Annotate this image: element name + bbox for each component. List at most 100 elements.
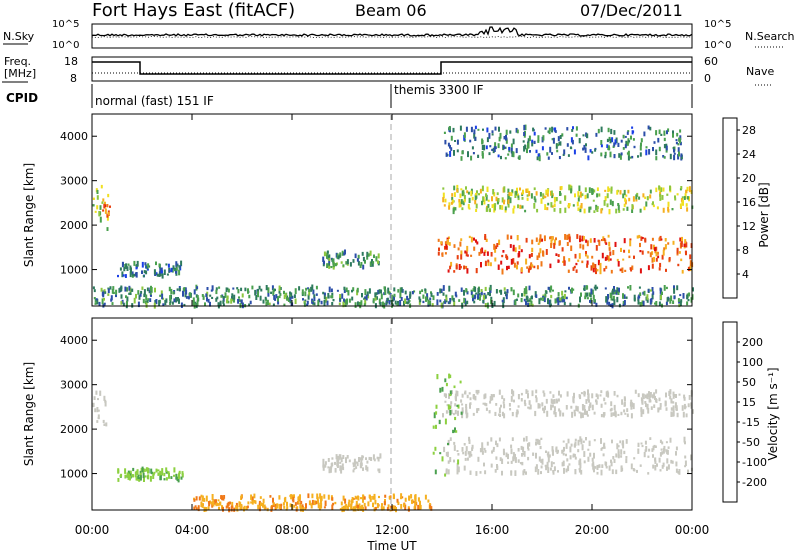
data-cell (531, 139, 534, 143)
data-cell (215, 297, 218, 302)
data-cell (545, 249, 548, 255)
data-cell (456, 450, 459, 452)
data-cell (343, 289, 346, 293)
data-cell (563, 446, 565, 452)
data-cell (528, 190, 531, 197)
data-cell (210, 501, 213, 505)
data-cell (495, 196, 498, 202)
data-cell (671, 460, 674, 464)
data-cell (533, 203, 536, 209)
data-cell (507, 453, 509, 460)
data-cell (585, 132, 588, 137)
data-cell (607, 127, 610, 133)
data-cell (687, 299, 690, 302)
data-cell (587, 389, 589, 396)
data-cell (631, 126, 634, 129)
data-cell (534, 198, 537, 203)
data-cell (462, 200, 465, 206)
data-cell (557, 254, 560, 257)
data-cell (323, 292, 326, 296)
data-cell (611, 298, 614, 301)
data-cell (593, 210, 596, 213)
data-cell (471, 146, 474, 150)
date-label: 07/Dec/2011 (580, 1, 683, 20)
data-cell (438, 419, 441, 425)
data-cell (411, 291, 414, 295)
data-cell (528, 254, 531, 259)
data-cell (614, 410, 617, 417)
data-cell (98, 301, 101, 307)
data-cell (589, 293, 592, 298)
data-cell (461, 447, 464, 452)
data-cell (328, 468, 331, 474)
data-cell (572, 204, 575, 207)
data-cell (347, 502, 350, 507)
data-cell (627, 286, 629, 289)
data-cell (447, 442, 449, 446)
data-cell (339, 465, 342, 471)
data-cell (542, 407, 544, 411)
data-cell (517, 448, 520, 452)
data-cell (372, 454, 375, 460)
data-cell (496, 443, 499, 448)
data-cell (107, 212, 110, 216)
data-cell (468, 392, 471, 395)
data-cell (616, 287, 619, 293)
data-cell (504, 146, 507, 149)
data-cell (202, 295, 205, 300)
data-cell (641, 237, 644, 240)
data-cell (95, 298, 98, 301)
data-cell (545, 398, 548, 404)
data-cell (311, 499, 314, 506)
y-tick-label: 3000 (60, 175, 88, 188)
data-cell (504, 209, 507, 213)
data-cell (655, 187, 658, 193)
data-cell (557, 449, 559, 453)
data-cell (276, 503, 279, 509)
data-cell (128, 292, 131, 295)
data-cell (167, 263, 170, 268)
data-cell (401, 496, 404, 499)
data-cell (593, 439, 596, 442)
data-cell (490, 252, 493, 257)
data-cell (647, 472, 650, 475)
data-cell (447, 142, 450, 147)
data-cell (110, 295, 113, 301)
data-cell (340, 261, 343, 264)
data-cell (667, 464, 670, 470)
data-cell (534, 466, 537, 473)
data-cell (654, 398, 657, 402)
data-cell (478, 251, 481, 256)
data-cell (410, 494, 413, 499)
data-cell (522, 446, 525, 453)
data-cell (177, 477, 180, 483)
data-cell (615, 469, 618, 475)
data-cell (605, 391, 608, 397)
data-cell (530, 193, 533, 199)
data-cell (478, 292, 481, 296)
data-cell (524, 144, 527, 150)
data-cell (310, 504, 313, 509)
data-cell (131, 303, 134, 308)
data-cell (207, 506, 210, 510)
data-cell (141, 286, 144, 290)
data-cell (516, 129, 519, 134)
data-cell (165, 477, 168, 481)
data-cell (495, 289, 498, 294)
data-cell (672, 130, 674, 135)
data-cell (521, 293, 523, 297)
data-cell (376, 296, 378, 300)
data-cell (503, 186, 506, 193)
data-cell (301, 504, 304, 508)
data-cell (546, 188, 549, 194)
data-cell (578, 185, 581, 192)
colorbar-tick-label: 16 (742, 196, 756, 209)
data-cell (649, 289, 652, 292)
data-cell (675, 139, 678, 142)
data-cell (582, 236, 585, 241)
data-cell (231, 293, 234, 300)
y-tick-label: 4000 (60, 130, 88, 143)
data-cell (255, 295, 258, 300)
data-cell (289, 296, 292, 301)
y-tick-label: 3000 (60, 379, 88, 392)
